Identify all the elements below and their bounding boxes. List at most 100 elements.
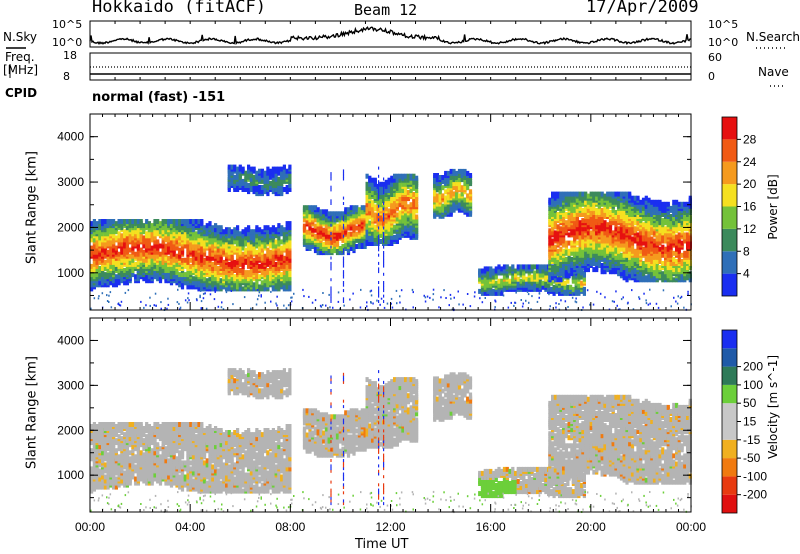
power-cell (379, 198, 383, 204)
power-cell (238, 178, 242, 184)
power-cell (114, 235, 118, 241)
power-cell (393, 208, 397, 214)
power-cell (308, 205, 312, 211)
power-cell (387, 234, 391, 240)
power-cell (368, 194, 372, 200)
power-cell (433, 189, 437, 195)
power-cell (569, 284, 573, 290)
power-cell (404, 218, 408, 224)
power-cell (308, 221, 312, 227)
power-cell (611, 230, 615, 236)
power-cell (567, 214, 571, 219)
power-cell (536, 276, 540, 282)
power-cell (346, 215, 351, 221)
power-cell (214, 286, 218, 292)
power-cell (570, 271, 574, 277)
power-cell (194, 259, 198, 265)
power-cell (661, 218, 665, 224)
power-cell (608, 234, 613, 240)
power-cell (225, 286, 229, 292)
power-cell (167, 219, 171, 224)
power-cell (622, 228, 626, 234)
power-cell (365, 181, 369, 187)
power-cell (277, 235, 281, 241)
power-cell (225, 227, 229, 233)
power-cell (553, 244, 557, 250)
power-cell (271, 253, 275, 259)
power-cell (277, 223, 281, 229)
power-cell (603, 220, 607, 226)
power-cell (500, 282, 504, 288)
power-cell (365, 228, 369, 234)
power-cell (559, 254, 563, 260)
power-cell (395, 224, 399, 230)
power-cell (285, 270, 289, 276)
power-cell (489, 282, 493, 288)
power-cell (282, 235, 286, 241)
power-cell (302, 233, 307, 239)
power-cell (349, 217, 353, 223)
power-cell (333, 246, 337, 251)
power-cell (573, 197, 577, 203)
power-cell (316, 250, 320, 256)
power-cell (625, 256, 629, 262)
power-cell (282, 168, 286, 174)
power-cell (556, 277, 560, 283)
power-cell (260, 247, 264, 253)
power-cell (551, 191, 555, 197)
power-cell (611, 246, 615, 252)
power-cell (581, 212, 585, 217)
power-cell (227, 227, 231, 233)
power-cell (200, 270, 204, 276)
power-cell (575, 216, 579, 222)
power-cell (252, 166, 256, 172)
power-cell (614, 226, 618, 232)
power-cell (158, 221, 163, 227)
power-cell (630, 212, 635, 217)
power-cell (145, 261, 149, 267)
power-cell (147, 263, 151, 269)
power-cell (167, 266, 171, 271)
power-cell (98, 229, 102, 235)
power-cell (527, 276, 531, 282)
power-cell (387, 200, 391, 206)
power-cell (123, 219, 127, 224)
power-cell (117, 280, 121, 286)
power-cell (252, 180, 256, 186)
power-cell (586, 234, 590, 240)
power-cell (241, 229, 245, 235)
power-cell (161, 239, 165, 245)
power-cell (274, 266, 278, 271)
power-cell (288, 257, 292, 263)
power-cell (131, 253, 135, 259)
power-cell (208, 225, 212, 231)
power-cell (244, 174, 248, 180)
power-cell (271, 178, 275, 184)
power-cell (625, 261, 629, 266)
power-cell (570, 250, 574, 256)
power-cell (260, 185, 264, 190)
power-cell (460, 185, 464, 191)
power-cell (555, 288, 559, 294)
power-cell (95, 241, 99, 247)
power-cell (125, 278, 129, 284)
power-cell (409, 234, 413, 240)
power-cell (564, 256, 568, 262)
power-cell (600, 224, 604, 230)
power-cell (172, 219, 176, 224)
power-cell (322, 241, 326, 247)
power-cell (205, 268, 209, 273)
power-cell (145, 231, 149, 237)
power-cell (101, 247, 105, 253)
power-cell (551, 207, 555, 213)
power-cell (611, 191, 615, 197)
power-cell (178, 235, 182, 241)
power-cell (271, 268, 275, 273)
power-cell (390, 196, 394, 202)
power-cell (630, 216, 635, 222)
power-cell (255, 268, 259, 273)
power-cell (636, 214, 640, 219)
power-cell (548, 240, 552, 246)
power-cell (230, 235, 234, 241)
power-cell (197, 257, 201, 263)
